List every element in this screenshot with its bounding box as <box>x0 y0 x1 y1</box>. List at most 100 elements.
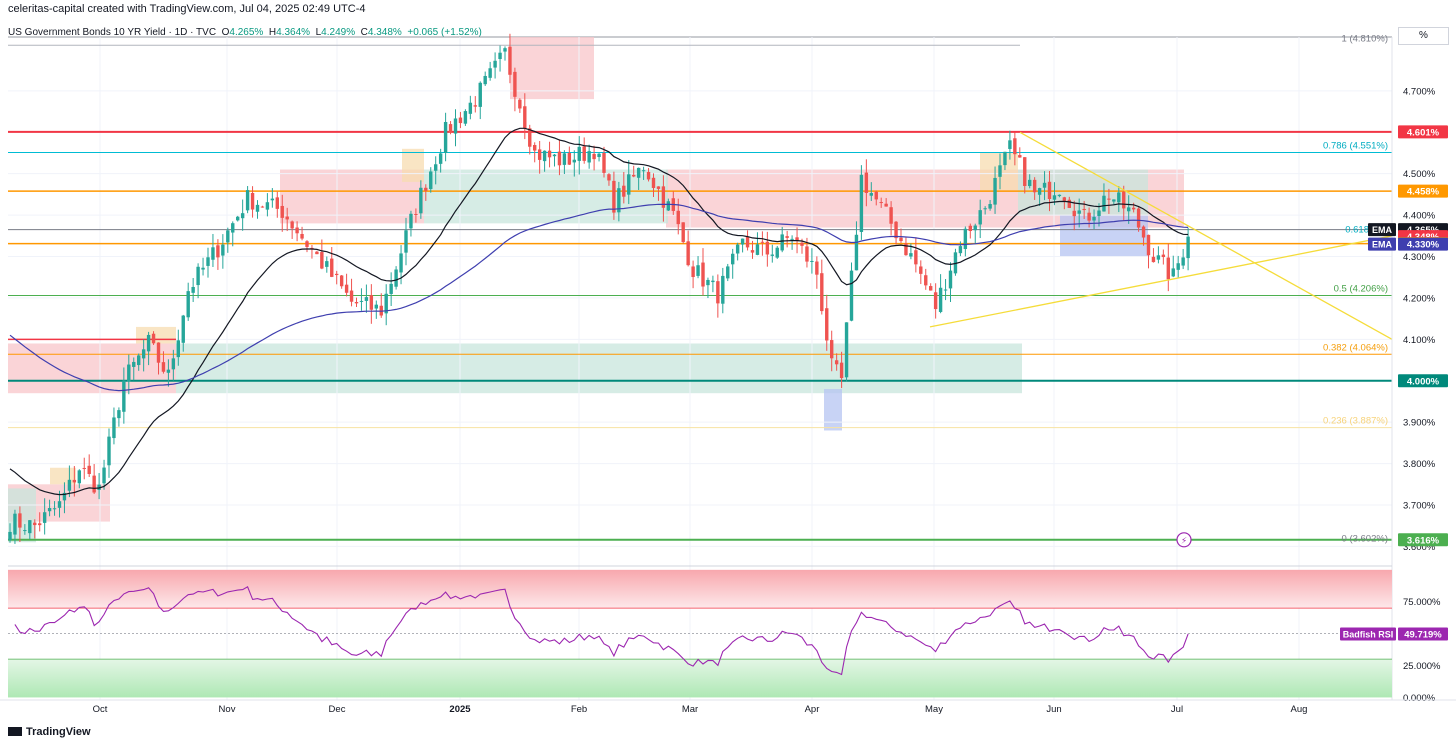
change-value: +0.065 (+1.52%) <box>407 27 482 38</box>
candle <box>231 221 235 247</box>
candle <box>42 498 47 535</box>
alert-icon-ring <box>1176 532 1192 548</box>
candle-body <box>13 513 17 535</box>
zone <box>50 467 76 485</box>
candle-body <box>171 358 176 370</box>
time-tick: Aug <box>1291 704 1308 715</box>
fib-label: 0.618 (4.3 <box>1345 225 1388 236</box>
candle <box>770 244 774 263</box>
zone <box>824 389 842 431</box>
price-tick: 4.200% <box>1403 293 1436 304</box>
zone <box>8 488 36 543</box>
candle-body <box>1112 199 1116 202</box>
alert-icon-glyph: ⚡ <box>1181 535 1187 545</box>
candle-body <box>1028 179 1032 187</box>
price-tick: 3.800% <box>1403 459 1436 470</box>
candle <box>265 193 270 217</box>
candle <box>290 220 294 239</box>
candle-body <box>458 117 463 124</box>
candle <box>488 61 492 81</box>
candle <box>731 248 735 279</box>
rsi-value: 49.719% <box>1404 629 1442 640</box>
percent-scale-button[interactable]: % <box>1398 27 1449 45</box>
candle <box>1092 209 1096 230</box>
candle <box>1032 177 1037 200</box>
candle <box>1052 182 1057 206</box>
candle <box>552 153 557 167</box>
symbol-title[interactable]: US Government Bonds 10 YR Yield · 1D · T… <box>8 27 217 38</box>
rsi-value-bg <box>1398 627 1448 641</box>
candle-body <box>47 508 52 512</box>
candle <box>33 519 37 539</box>
candle <box>627 160 631 205</box>
candle <box>587 144 591 169</box>
price-tick: 4.100% <box>1403 335 1436 346</box>
candle <box>919 260 923 285</box>
candle <box>503 46 507 61</box>
candle-body <box>137 355 141 366</box>
candle <box>953 248 958 276</box>
candle <box>473 96 477 113</box>
candle-body <box>681 222 685 243</box>
candle-body <box>1082 208 1086 211</box>
candle-body <box>582 146 586 161</box>
candle-body <box>359 300 364 302</box>
candle-body <box>1186 236 1190 259</box>
candle-body <box>1102 195 1106 212</box>
candle-body <box>260 206 265 208</box>
tradingview-logo[interactable]: TradingView <box>8 726 91 738</box>
candle-body <box>255 204 260 212</box>
candle-body <box>988 204 992 209</box>
candle <box>542 150 547 172</box>
candle <box>641 166 646 180</box>
price-tick: 3.900% <box>1403 418 1436 429</box>
candle-body <box>661 186 666 208</box>
ema-tag: EMA <box>1372 240 1393 250</box>
candle <box>270 188 275 208</box>
candle-body <box>716 281 720 304</box>
candle-body <box>617 188 621 213</box>
candle-body <box>146 334 151 352</box>
ema-fast-line <box>9 127 1189 496</box>
candle-body <box>1018 155 1022 158</box>
candle-body <box>513 71 517 97</box>
candle-body <box>28 520 32 534</box>
candle <box>973 223 977 244</box>
candle-body <box>656 186 661 189</box>
candle <box>681 222 685 244</box>
candle-body <box>141 349 146 359</box>
ema-tag-bg <box>1368 223 1396 237</box>
candle <box>245 186 250 214</box>
candle-body <box>102 467 106 484</box>
candle-body <box>349 290 354 302</box>
candle-body <box>1141 226 1146 238</box>
candle <box>518 98 522 113</box>
candle-body <box>701 262 705 287</box>
candle-body <box>245 190 250 211</box>
candle-body <box>785 236 789 238</box>
fib-label: 0.786 (4.551%) <box>1323 141 1388 152</box>
candle-body <box>780 234 784 251</box>
candle <box>879 197 883 208</box>
oversold-band <box>8 659 1392 698</box>
candle <box>1117 185 1121 213</box>
candle <box>914 237 918 273</box>
candle <box>404 217 408 266</box>
candle-body <box>622 185 626 197</box>
candle <box>711 275 715 293</box>
candle-body <box>864 172 869 193</box>
candle-body <box>557 151 562 166</box>
candle <box>260 205 265 208</box>
candle <box>156 342 161 375</box>
candle-body <box>552 154 557 157</box>
candle-body <box>1003 151 1007 166</box>
candle-body <box>498 52 502 60</box>
candle <box>825 294 829 351</box>
candle <box>1122 185 1126 221</box>
price-tick: 3.700% <box>1403 501 1436 512</box>
candle-body <box>839 362 844 379</box>
candle <box>854 221 859 271</box>
candle <box>364 284 369 313</box>
candle-body <box>1047 181 1052 200</box>
